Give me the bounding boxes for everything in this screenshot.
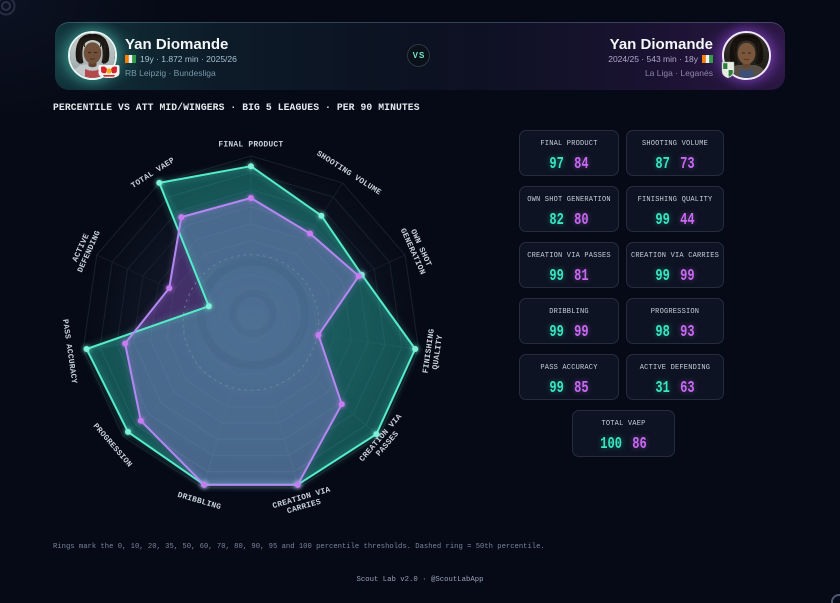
svg-text:PASS ACCURACY: PASS ACCURACY [60,319,78,385]
svg-text:FINAL PRODUCT: FINAL PRODUCT [218,140,283,149]
svg-text:DRIBBLING: DRIBBLING [176,491,222,512]
svg-text:FINISHINGQUALITY: FINISHINGQUALITY [422,328,446,375]
